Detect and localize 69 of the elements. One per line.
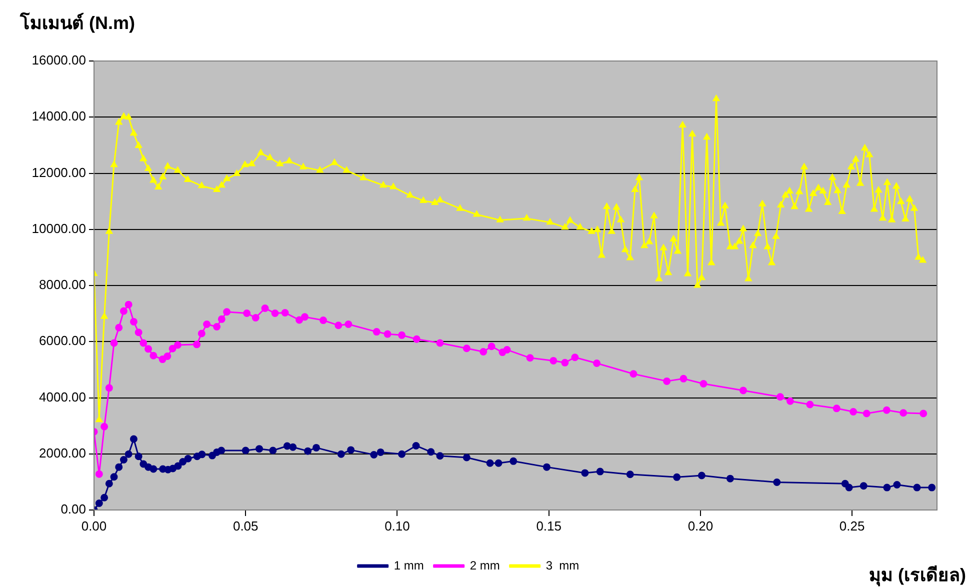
y-tick-label: 4000.00 — [39, 389, 86, 404]
legend-label: 1 mm — [394, 558, 424, 572]
point — [462, 454, 470, 462]
y-tick-label: 2000.00 — [39, 445, 86, 460]
point — [198, 450, 206, 458]
legend-label: 2 mm — [470, 558, 500, 572]
y-tick-label: 8000.00 — [39, 277, 86, 292]
point — [174, 462, 182, 470]
x-tick-label: 0.10 — [384, 518, 410, 534]
point — [726, 474, 734, 482]
x-tick-label: 0.25 — [839, 518, 865, 534]
point — [304, 447, 312, 455]
x-tick-label: 0.05 — [232, 518, 258, 534]
y-tick-label: 6000.00 — [39, 333, 86, 348]
point — [115, 463, 123, 471]
point — [184, 454, 192, 462]
point — [913, 484, 921, 492]
point — [120, 456, 128, 464]
y-tick-label: 10000.00 — [32, 220, 86, 236]
point — [283, 442, 291, 450]
point — [179, 458, 187, 466]
point — [337, 450, 345, 458]
point — [376, 448, 384, 456]
point — [673, 473, 681, 481]
point — [150, 465, 158, 473]
point — [218, 446, 226, 454]
point — [486, 459, 494, 467]
point — [845, 484, 853, 492]
y-axis-title: โมเมนต์ (N.m) — [20, 11, 135, 35]
point — [510, 457, 518, 465]
x-tick-label: 0.15 — [536, 518, 562, 534]
legend-label: 3 mm — [546, 558, 580, 572]
point — [581, 469, 589, 477]
point — [427, 448, 435, 456]
point — [269, 446, 277, 454]
point — [494, 459, 502, 467]
x-axis-title: มุม (เรเดียล) — [869, 564, 966, 588]
point — [860, 482, 868, 490]
point — [95, 500, 103, 508]
point — [698, 472, 706, 480]
point — [105, 480, 113, 488]
point — [773, 478, 781, 486]
point — [412, 442, 420, 450]
y-tick-label: 16000.00 — [32, 52, 86, 68]
point — [169, 464, 177, 472]
point — [134, 452, 142, 460]
point — [893, 480, 901, 488]
point — [347, 446, 355, 454]
y-tick-label: 12000.00 — [32, 164, 86, 180]
point — [130, 435, 138, 443]
point — [626, 470, 634, 478]
x-tick-label: 0.00 — [81, 518, 107, 534]
point — [596, 468, 604, 476]
y-tick-label: 14000.00 — [32, 108, 86, 124]
point — [436, 452, 444, 460]
point — [124, 450, 132, 458]
point — [928, 484, 936, 492]
point — [370, 450, 378, 458]
point — [242, 446, 250, 454]
point — [883, 484, 891, 492]
point — [289, 443, 297, 451]
point — [110, 473, 118, 481]
point — [100, 494, 108, 502]
point — [398, 450, 406, 458]
point — [312, 444, 320, 452]
point — [542, 463, 550, 471]
point — [256, 445, 264, 453]
x-tick-label: 0.20 — [688, 518, 714, 534]
y-tick-label: 0.00 — [60, 502, 86, 517]
